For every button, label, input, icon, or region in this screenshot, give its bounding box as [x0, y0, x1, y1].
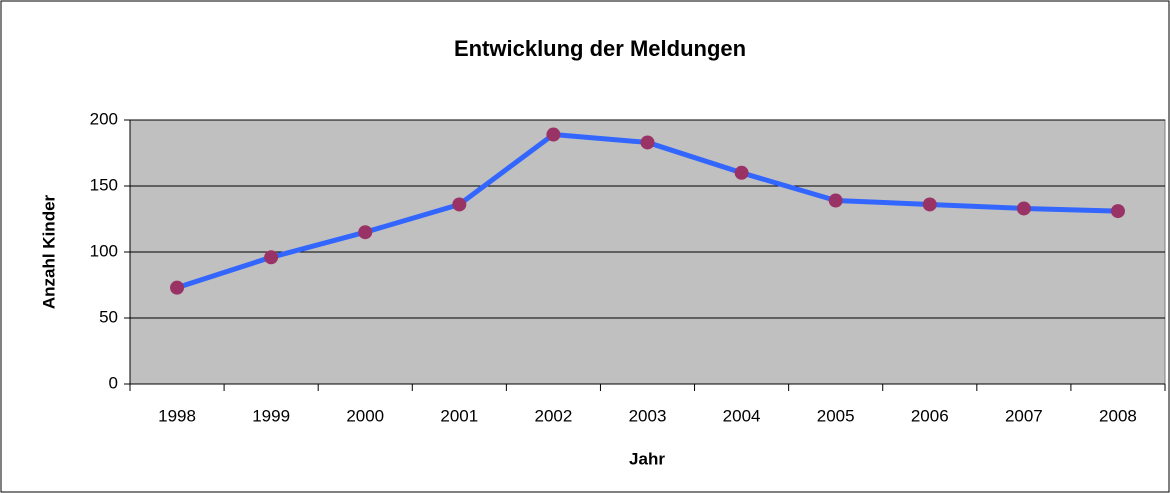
marker [922, 197, 937, 212]
marker [546, 127, 561, 142]
x-tick-label: 2008 [1099, 406, 1137, 425]
y-tick-label: 50 [99, 307, 118, 326]
marker [452, 197, 467, 212]
x-tick-label: 2007 [1005, 406, 1043, 425]
x-tick-label: 2002 [534, 406, 572, 425]
y-tick-label: 0 [109, 373, 118, 392]
marker [170, 280, 185, 295]
x-tick-label: 1998 [158, 406, 196, 425]
x-tick-label: 2003 [629, 406, 667, 425]
y-tick-label: 150 [90, 175, 118, 194]
x-tick-label: 2000 [346, 406, 384, 425]
marker [828, 193, 843, 208]
marker [640, 135, 655, 150]
marker [1016, 201, 1031, 216]
x-tick-label: 2005 [817, 406, 855, 425]
marker [734, 165, 749, 180]
y-tick-label: 200 [90, 109, 118, 128]
x-axis-label: Jahr [629, 449, 665, 468]
marker [358, 225, 373, 240]
chart-title: Entwicklung der Meldungen [454, 36, 746, 61]
y-tick-label: 100 [90, 241, 118, 260]
marker [1110, 204, 1125, 219]
x-tick-label: 2004 [723, 406, 761, 425]
x-tick-label: 2001 [440, 406, 478, 425]
x-tick-label: 1999 [252, 406, 290, 425]
marker [264, 250, 279, 265]
y-axis-label: Anzahl Kinder [39, 194, 58, 309]
x-tick-label: 2006 [911, 406, 949, 425]
